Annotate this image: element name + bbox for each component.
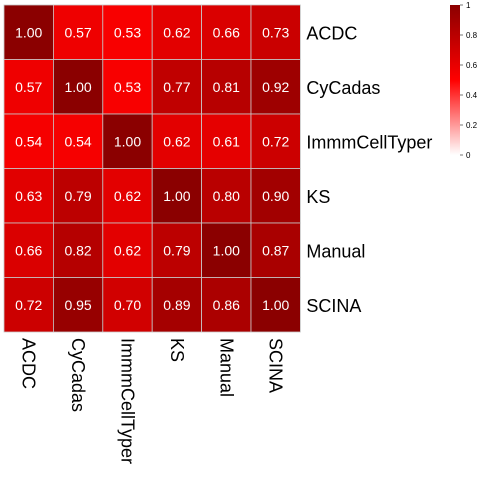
cell-value-label: 0.70 [114, 297, 141, 313]
legend-tick-label: 0.4 [466, 91, 478, 100]
cell-value-label: 0.62 [114, 188, 141, 204]
cell-value-label: 0.80 [213, 188, 240, 204]
cell-value-label: 0.77 [163, 79, 190, 95]
row-label: ACDC [306, 23, 357, 43]
cell-value-label: 0.62 [163, 133, 190, 149]
cell-value-label: 1.00 [114, 133, 141, 149]
cell-value-label: 0.62 [114, 242, 141, 258]
column-label: ACDC [19, 338, 39, 389]
row-label: KS [306, 187, 330, 207]
cell-value-label: 0.81 [213, 79, 240, 95]
legend-tick-label: 0 [466, 151, 471, 160]
column-label: KS [167, 338, 187, 362]
row-label: Manual [306, 241, 365, 261]
row-label: CyCadas [306, 78, 380, 98]
cell-value-label: 0.54 [64, 133, 91, 149]
cell-value-label: 0.73 [262, 24, 289, 40]
cell-value-label: 0.61 [213, 133, 240, 149]
cell-value-label: 0.62 [163, 24, 190, 40]
cell-value-label: 0.90 [262, 188, 289, 204]
legend-tick-label: 1 [466, 1, 471, 10]
cell-value-label: 0.66 [213, 24, 240, 40]
column-label: Manual [216, 338, 236, 397]
row-label: ImmmCellTyper [306, 132, 432, 152]
column-label: CyCadas [68, 338, 88, 412]
column-label: ImmmCellTyper [118, 338, 138, 464]
cell-value-label: 1.00 [64, 79, 91, 95]
cell-value-label: 1.00 [163, 188, 190, 204]
legend-tick-label: 0.2 [466, 121, 478, 130]
cell-value-label: 0.86 [213, 297, 240, 313]
cell-value-label: 0.54 [15, 133, 42, 149]
row-label: SCINA [306, 296, 361, 316]
cell-value-label: 0.79 [64, 188, 91, 204]
color-legend-bar [450, 5, 460, 155]
cell-value-label: 0.89 [163, 297, 190, 313]
cell-value-label: 0.63 [15, 188, 42, 204]
cell-value-label: 0.53 [114, 24, 141, 40]
cell-value-label: 0.57 [64, 24, 91, 40]
column-label: SCINA [266, 338, 286, 393]
cell-value-label: 0.72 [262, 133, 289, 149]
legend-tick-label: 0.8 [466, 31, 478, 40]
cell-value-label: 1.00 [213, 242, 240, 258]
cell-value-label: 0.53 [114, 79, 141, 95]
cell-value-label: 0.57 [15, 79, 42, 95]
cell-value-label: 0.92 [262, 79, 289, 95]
cell-value-label: 0.72 [15, 297, 42, 313]
legend-tick-label: 0.6 [466, 61, 478, 70]
cell-value-label: 1.00 [262, 297, 289, 313]
cell-value-label: 0.95 [64, 297, 91, 313]
cell-value-label: 1.00 [15, 24, 42, 40]
cell-value-label: 0.87 [262, 242, 289, 258]
cell-value-label: 0.82 [64, 242, 91, 258]
cell-value-label: 0.79 [163, 242, 190, 258]
cell-value-label: 0.66 [15, 242, 42, 258]
